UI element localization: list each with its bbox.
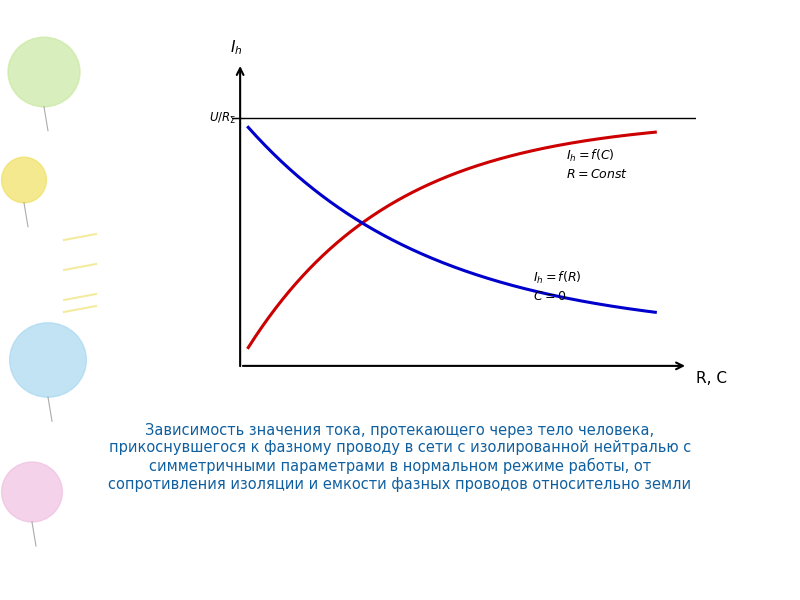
Ellipse shape <box>10 323 86 397</box>
Text: $U/R_{\Sigma}$: $U/R_{\Sigma}$ <box>209 110 236 126</box>
Ellipse shape <box>2 157 46 203</box>
Text: $I_h = f(R)$
$C = 0$: $I_h = f(R)$ $C = 0$ <box>533 270 582 303</box>
Text: Зависимость значения тока, протекающего через тело человека,
прикоснувшегося к ф: Зависимость значения тока, протекающего … <box>109 423 691 491</box>
Ellipse shape <box>8 37 80 107</box>
Text: $I_h$: $I_h$ <box>230 38 242 57</box>
Text: R, C: R, C <box>696 371 727 386</box>
Ellipse shape <box>2 462 62 522</box>
Text: $I_h = f(C)$
$R = Const$: $I_h = f(C)$ $R = Const$ <box>566 148 628 181</box>
